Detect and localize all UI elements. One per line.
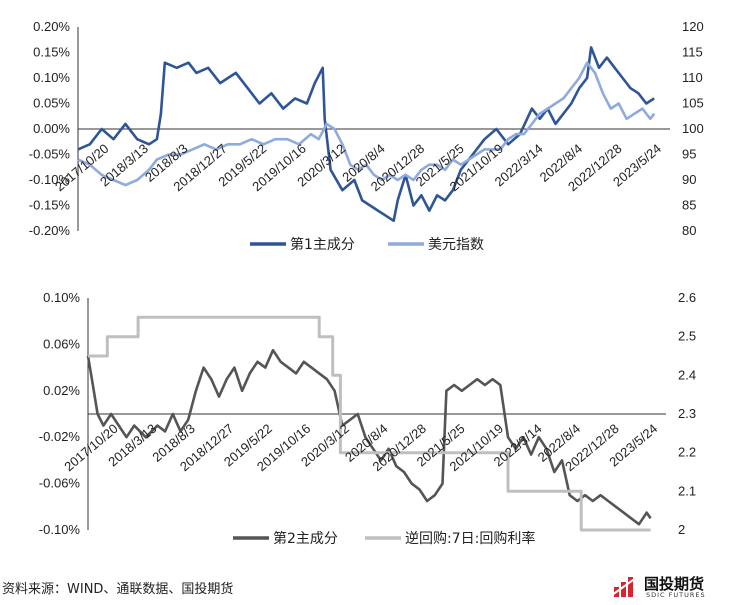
bottom-right-tick: 2.6 — [678, 290, 696, 305]
logo-subtitle: SDIC FUTURES — [646, 591, 706, 599]
logo-name: 国投期货 — [644, 575, 705, 593]
top-series-1-line — [77, 46, 655, 223]
bottom-left-tick: -0.02% — [39, 429, 81, 444]
bottom-right-tick: 2 — [678, 522, 685, 537]
bottom-right-tick: 2.2 — [678, 445, 696, 460]
top-legend-label-1: 第1主成分 — [290, 236, 355, 253]
top-right-tick: 100 — [682, 121, 704, 136]
top-left-tick: 0.20% — [33, 19, 70, 34]
logo-icon — [612, 574, 641, 597]
bottom-right-tick: 2.5 — [678, 329, 696, 344]
top-right-tick: 80 — [682, 223, 696, 238]
top-series-2-line — [77, 61, 656, 187]
bottom-left-tick: 0.02% — [43, 383, 80, 398]
top-left-tick: -0.20% — [29, 223, 71, 238]
top-left-tick: -0.10% — [29, 172, 71, 187]
top-right-tick: 120 — [682, 19, 704, 34]
top-legend-label-2: 美元指数 — [428, 237, 484, 253]
bottom-left-tick: 0.10% — [43, 290, 80, 305]
chart-bottom: -0.10% -0.06% -0.02% 0.02% 0.06% 0.10% 2 2.1 2.2… — [39, 290, 696, 547]
top-left-tick: -0.05% — [29, 147, 71, 162]
bottom-legend-label-1: 第2主成分 — [273, 530, 338, 547]
top-left-tick: -0.15% — [29, 198, 71, 213]
top-left-tick: 0.10% — [33, 70, 70, 85]
bottom-left-tick: -0.10% — [39, 522, 81, 537]
top-right-tick: 105 — [682, 96, 704, 111]
bottom-series-2-line — [88, 315, 651, 532]
bottom-right-tick: 2.1 — [678, 483, 696, 498]
bottom-legend-label-2: 逆回购:7日:回购利率 — [405, 530, 535, 547]
source-note: 资料来源：WIND、通联数据、国投期货 — [2, 582, 234, 597]
top-left-tick: 0.00% — [33, 121, 70, 136]
top-right-tick: 95 — [682, 147, 696, 162]
logo: 国投期货 SDIC FUTURES — [612, 572, 724, 600]
bottom-series-1-line — [86, 348, 652, 526]
bottom-left-tick: 0.06% — [43, 336, 80, 351]
top-right-tick: 90 — [682, 172, 696, 187]
bottom-left-tick: -0.06% — [39, 476, 81, 491]
top-right-tick: 115 — [682, 45, 703, 60]
chart-top: -0.20% -0.15% -0.10% -0.05% 0.00% 0.05% 0.10% 0… — [29, 19, 704, 253]
top-right-tick: 85 — [682, 198, 696, 213]
top-right-tick: 110 — [682, 70, 703, 85]
bottom-right-tick: 2.4 — [678, 367, 696, 382]
bottom-right-tick: 2.3 — [678, 406, 696, 421]
top-left-tick: 0.05% — [33, 96, 70, 111]
top-left-tick: 0.15% — [33, 45, 70, 60]
